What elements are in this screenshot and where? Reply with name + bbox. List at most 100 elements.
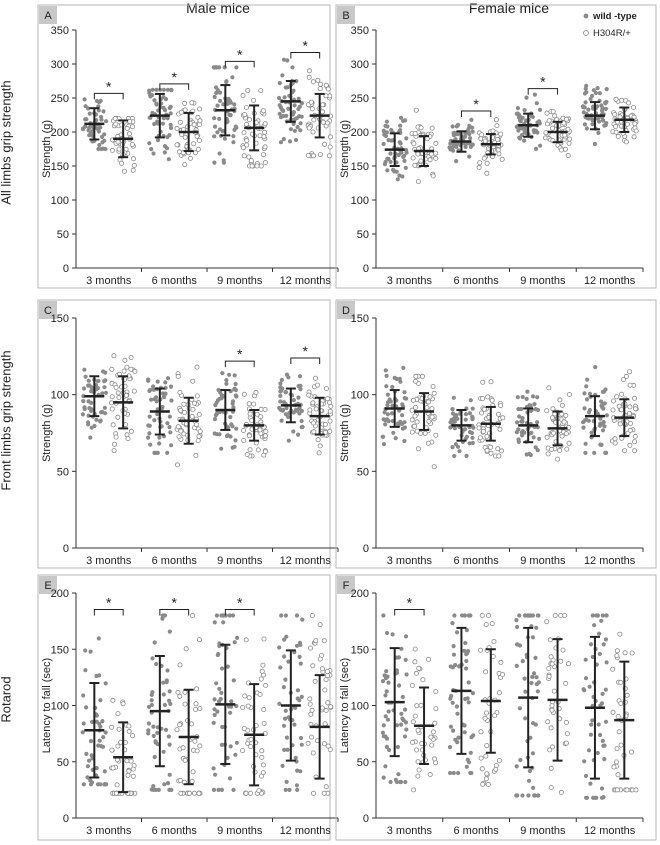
wild-type-point [230,75,235,80]
wild-type-point [447,745,453,750]
h304r-point [566,140,572,146]
wild-type-point [290,65,295,70]
wild-type-point [292,103,297,108]
wild-type-point [469,770,474,776]
wild-type-point [531,785,536,791]
wild-type-point [147,141,152,146]
wild-type-point [394,668,399,673]
wild-type-point [295,787,300,793]
h304r-point [498,659,504,665]
wild-type-point [515,793,520,798]
h304r-point [262,433,268,439]
wild-type-point [154,87,159,92]
h304r-point [500,415,506,421]
wild-type-point [149,787,154,792]
h304r-point [241,153,247,159]
wild-type-point [395,177,400,182]
h304r-point [263,682,269,688]
h304r-point [110,765,116,771]
x-tick-label: 3 months [86,825,132,837]
wild-type-point [587,684,592,689]
h304r-point [416,665,422,671]
legend-wild-label: wild -type [592,11,637,22]
h304r-point [109,147,115,153]
wild-type-point [454,124,459,129]
h304r-point [476,425,482,431]
wild-type-point [454,630,460,635]
y-tick-label: 50 [57,229,69,241]
wild-type-point [451,728,456,733]
wild-type-point [604,660,609,665]
wild-type-point [382,162,387,167]
wild-type-point [597,651,602,657]
h304r-point [545,451,551,457]
h304r-point [174,462,180,468]
wild-type-point [385,717,391,722]
h304r-point [493,117,499,123]
h304r-point [617,114,623,120]
h304r-point [476,164,482,170]
x-tick-label: 6 months [152,275,198,287]
wild-type-point [603,101,608,106]
h304r-point [433,432,439,438]
h304r-point [192,707,198,713]
h304r-point [191,400,197,406]
wild-type-point [381,775,386,780]
wild-type-point [284,735,290,740]
h304r-point [613,759,619,765]
wild-type-point [284,405,289,411]
y-tick-label: 0 [363,813,369,825]
h304r-point [129,141,135,147]
h304r-point [307,696,313,702]
h304r-point [306,68,312,74]
h304r-point [124,758,130,764]
h304r-point [552,113,558,119]
h304r-point [417,430,423,436]
h304r-point [177,662,183,668]
h304r-point [317,152,323,158]
panel-frame [37,4,331,289]
wild-type-point [463,417,468,422]
h304r-point [258,414,264,420]
wild-type-point [294,783,299,788]
wild-type-point [398,115,404,120]
h304r-point [564,446,570,452]
wild-type-point [85,764,90,769]
wild-type-point [278,385,283,390]
wild-type-point [161,692,166,697]
wild-type-point [167,629,172,634]
wild-type-point [453,662,458,668]
h304r-point [549,446,555,452]
y-tick-label: 100 [351,390,369,402]
h304r-point [245,703,251,709]
panel-tag-box [39,576,57,594]
h304r-point [482,715,488,721]
x-tick-label: 12 months [280,275,332,287]
wild-type-point [600,691,605,697]
wild-type-point [590,654,595,660]
wild-type-point [380,679,386,684]
wild-type-point [215,103,220,108]
wild-type-point [165,450,170,455]
h304r-point [415,446,421,452]
h304r-point [496,758,502,764]
wild-type-point [399,722,404,727]
h304r-point [549,415,555,421]
h304r-point [499,156,505,162]
h304r-point [245,88,251,94]
h304r-point [612,436,618,442]
h304r-point [620,377,626,383]
y-tick-label: 0 [63,263,69,275]
h304r-point [113,434,119,440]
h304r-point [544,110,550,116]
wild-type-point [600,389,606,394]
h304r-point [121,168,127,174]
wild-type-point [98,698,103,703]
panel-tag-box [337,301,355,319]
wild-type-point [383,418,388,423]
h304r-point [624,121,630,127]
wild-type-point [451,770,456,776]
h304r-point [306,392,312,398]
wild-type-point [450,147,455,152]
h304r-point [566,440,572,446]
